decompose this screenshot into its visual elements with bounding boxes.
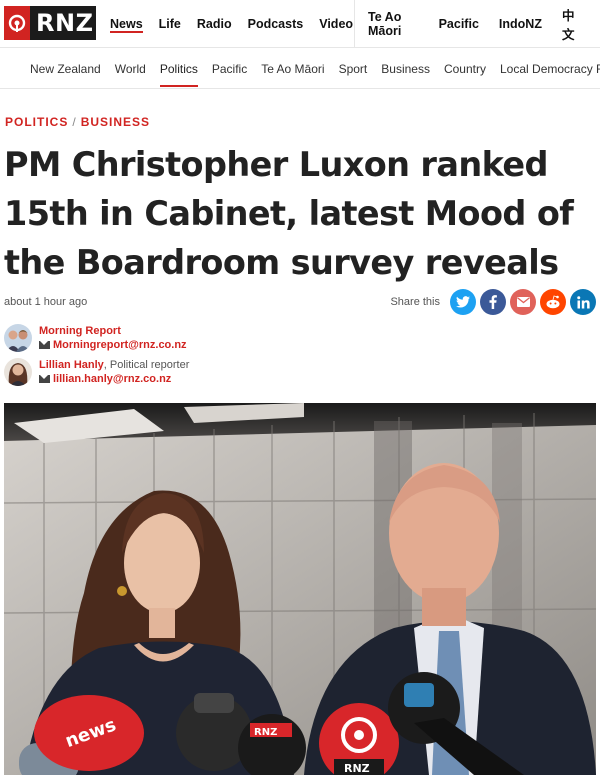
top-navigation: RNZ News Life Radio Podcasts Video Te Ao… bbox=[0, 0, 600, 48]
email-icon[interactable] bbox=[510, 289, 536, 315]
section-new-zealand[interactable]: New Zealand bbox=[30, 62, 101, 76]
section-world[interactable]: World bbox=[114, 62, 146, 76]
microphones: news RNZ RNZ bbox=[19, 672, 524, 775]
facebook-icon[interactable] bbox=[480, 289, 506, 315]
reddit-icon[interactable] bbox=[540, 289, 566, 315]
nav-radio[interactable]: Radio bbox=[196, 17, 232, 31]
article-meta: about 1 hour ago Share this bbox=[4, 289, 596, 317]
avatar-lillian-hanly bbox=[4, 358, 32, 386]
byline-email-text[interactable]: lillian.hanly@rnz.co.nz bbox=[53, 373, 172, 385]
section-local-democracy[interactable]: Local Democracy Re bbox=[500, 62, 600, 76]
linkedin-icon[interactable] bbox=[570, 289, 596, 315]
section-pacific[interactable]: Pacific bbox=[211, 62, 248, 76]
section-nav: New Zealand World Politics Pacific Te Ao… bbox=[0, 49, 600, 89]
rnz-logo-text: RNZ bbox=[30, 6, 96, 40]
nav-news[interactable]: News bbox=[110, 0, 143, 48]
rnz-logo-mark-icon bbox=[4, 6, 30, 40]
mail-icon bbox=[39, 375, 50, 383]
mail-icon bbox=[39, 341, 50, 349]
share-bar: Share this bbox=[390, 289, 596, 315]
section-business[interactable]: Business bbox=[381, 62, 430, 76]
section-politics[interactable]: Politics bbox=[159, 49, 198, 88]
share-label: Share this bbox=[390, 296, 440, 308]
category-separator: / bbox=[72, 115, 77, 129]
nav-indonz[interactable]: IndoNZ bbox=[498, 17, 542, 31]
svg-text:RNZ: RNZ bbox=[344, 762, 370, 775]
rnz-logo[interactable]: RNZ bbox=[4, 6, 96, 40]
byline-email-text[interactable]: Morningreport@rnz.co.nz bbox=[53, 339, 187, 351]
avatar-morning-report bbox=[4, 324, 32, 352]
nav-pacific[interactable]: Pacific bbox=[438, 17, 479, 31]
nav-podcasts[interactable]: Podcasts bbox=[247, 17, 304, 31]
byline-author-name[interactable]: Lillian Hanly bbox=[39, 359, 104, 371]
article-categories: POLITICS / BUSINESS bbox=[5, 115, 150, 129]
nav-video[interactable]: Video bbox=[319, 17, 354, 31]
nav-divider bbox=[354, 0, 355, 48]
byline-author-email[interactable]: lillian.hanly@rnz.co.nz bbox=[39, 372, 189, 386]
article-headline: PM Christopher Luxon ranked 15th in Cabi… bbox=[4, 145, 574, 282]
nav-life[interactable]: Life bbox=[158, 17, 181, 31]
article-hero-image: news RNZ RNZ bbox=[4, 403, 596, 775]
nav-te-ao-maori[interactable]: Te Ao Māori bbox=[368, 10, 402, 38]
byline-author-email[interactable]: Morningreport@rnz.co.nz bbox=[39, 338, 187, 352]
nav-chinese[interactable]: 中文 bbox=[561, 9, 575, 42]
section-country[interactable]: Country bbox=[443, 62, 486, 76]
category-politics-link[interactable]: POLITICS bbox=[5, 115, 69, 129]
secondary-nav: Te Ao Māori Pacific IndoNZ 中文 bbox=[368, 0, 600, 48]
main-nav: News Life Radio Podcasts Video bbox=[110, 0, 369, 48]
category-business-link[interactable]: BUSINESS bbox=[80, 115, 151, 129]
byline-author-name[interactable]: Morning Report bbox=[39, 325, 121, 337]
hero-photo-illustration: news RNZ RNZ bbox=[4, 403, 596, 775]
section-sport[interactable]: Sport bbox=[338, 62, 368, 76]
twitter-icon[interactable] bbox=[450, 289, 476, 315]
article-timestamp: about 1 hour ago bbox=[4, 296, 88, 308]
byline-author-role: , Political reporter bbox=[103, 359, 190, 371]
section-te-ao-maori[interactable]: Te Ao Māori bbox=[261, 62, 325, 76]
svg-text:RNZ: RNZ bbox=[254, 727, 277, 738]
